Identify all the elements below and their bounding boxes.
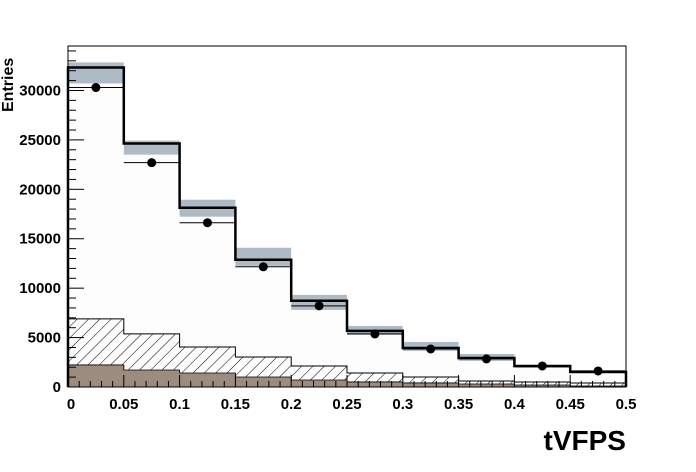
error-band-bin <box>68 62 124 84</box>
hatched-bin <box>570 383 626 387</box>
filled-bin <box>347 381 404 387</box>
data-point <box>203 218 212 228</box>
x-tick-label: 0.4 <box>504 396 526 413</box>
y-tick-label: 20000 <box>19 181 61 198</box>
x-tick-label: 0.1 <box>169 396 190 413</box>
y-tick-label: 5000 <box>28 330 61 347</box>
x-tick-label: 0.45 <box>556 396 585 413</box>
data-point <box>147 158 157 168</box>
hatched-outline <box>67 318 627 387</box>
filled-bin <box>68 364 125 387</box>
x-tick-label: 0 <box>67 396 75 413</box>
filled-bin <box>402 382 460 387</box>
hatched-bin <box>514 381 571 387</box>
data-point <box>258 262 268 272</box>
x-axis-title: tVFPS <box>544 425 626 456</box>
x-tick-label: 0.3 <box>392 396 413 413</box>
data-point <box>314 301 324 311</box>
x-tick-label: 0.15 <box>221 396 250 413</box>
filled-bin <box>291 379 348 387</box>
y-tick-label: 10000 <box>19 280 61 297</box>
error-band-bin <box>235 247 292 266</box>
y-tick-label: 25000 <box>19 132 61 149</box>
x-tick-label: 0.25 <box>332 396 361 413</box>
data-point <box>482 354 491 364</box>
filled-bin <box>514 385 571 387</box>
x-tick-label: 0.35 <box>444 396 473 413</box>
y-tick-label: 0 <box>53 379 61 396</box>
data-point <box>91 83 101 93</box>
data-point <box>537 361 547 371</box>
x-tick-label: 0.5 <box>616 396 637 413</box>
filled-bin <box>458 384 515 387</box>
filled-bin <box>235 377 292 387</box>
hatched-bin <box>402 377 459 387</box>
y-tick-label: 15000 <box>19 231 61 248</box>
data-point <box>426 344 436 354</box>
filled-bin <box>123 369 181 387</box>
data-point <box>593 366 603 376</box>
x-tick-label: 0.05 <box>109 396 138 413</box>
data-point <box>370 329 380 339</box>
total-fill-area <box>68 67 626 388</box>
y-axis-title: Entries <box>0 58 17 112</box>
filled-bin <box>179 372 236 387</box>
y-tick-label: 30000 <box>19 82 61 99</box>
x-tick-label: 0.2 <box>281 396 302 413</box>
